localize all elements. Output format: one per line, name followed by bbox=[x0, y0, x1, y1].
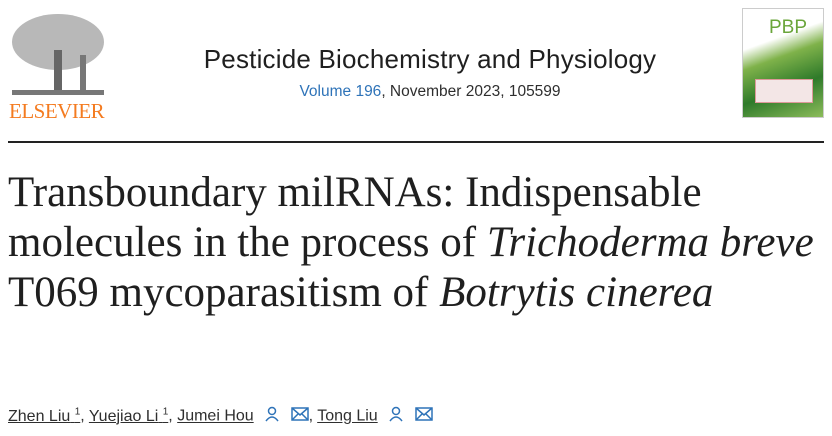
email-icon[interactable] bbox=[290, 407, 309, 426]
author-link[interactable]: Yuejiao Li 1 bbox=[88, 406, 169, 425]
email-icon[interactable] bbox=[414, 407, 433, 426]
person-icon[interactable] bbox=[264, 406, 280, 427]
affiliation-sup: 1 bbox=[74, 406, 81, 418]
author-link[interactable]: Zhen Liu 1 bbox=[8, 406, 81, 425]
author-name: Zhen Liu bbox=[8, 407, 71, 425]
title-italic-species: Botrytis cinerea bbox=[439, 269, 714, 316]
journal-cover-image[interactable]: PBP bbox=[742, 8, 824, 118]
author-name: Tong Liu bbox=[317, 407, 378, 425]
elsevier-tree-logo[interactable] bbox=[8, 10, 108, 122]
cover-title: PBP bbox=[769, 17, 808, 38]
journal-title-link[interactable]: Pesticide Biochemistry and Physiology bbox=[203, 44, 657, 74]
title-text: T069 mycoparasitism of bbox=[8, 269, 440, 316]
tree-icon bbox=[12, 14, 104, 95]
header-divider bbox=[8, 141, 824, 143]
author-link[interactable]: Jumei Hou bbox=[177, 408, 253, 425]
issue-details: , November 2023, 105599 bbox=[381, 83, 561, 100]
author-name: Jumei Hou bbox=[177, 407, 254, 425]
author-list: Zhen Liu 1, Yuejiao Li 1, Jumei Hou , To… bbox=[8, 406, 433, 427]
volume-link[interactable]: Volume 196 bbox=[299, 83, 382, 100]
person-icon[interactable] bbox=[388, 406, 404, 427]
journal-issue-info: Volume 196, November 2023, 105599 bbox=[140, 83, 720, 101]
title-italic-species: Trichoderma breve bbox=[486, 219, 814, 266]
cover-figure bbox=[755, 79, 813, 103]
journal-header: Pesticide Biochemistry and Physiology Vo… bbox=[140, 44, 720, 101]
author-link[interactable]: Tong Liu bbox=[317, 408, 378, 425]
title-text: Transboundary milRNAs: Indispensable mol… bbox=[8, 169, 702, 266]
author-name: Yuejiao Li bbox=[88, 407, 159, 425]
affiliation-sup: 1 bbox=[162, 406, 169, 418]
elsevier-wordmark: ELSEVIER bbox=[9, 99, 105, 123]
article-title: Transboundary milRNAs: Indispensable mol… bbox=[8, 168, 828, 318]
